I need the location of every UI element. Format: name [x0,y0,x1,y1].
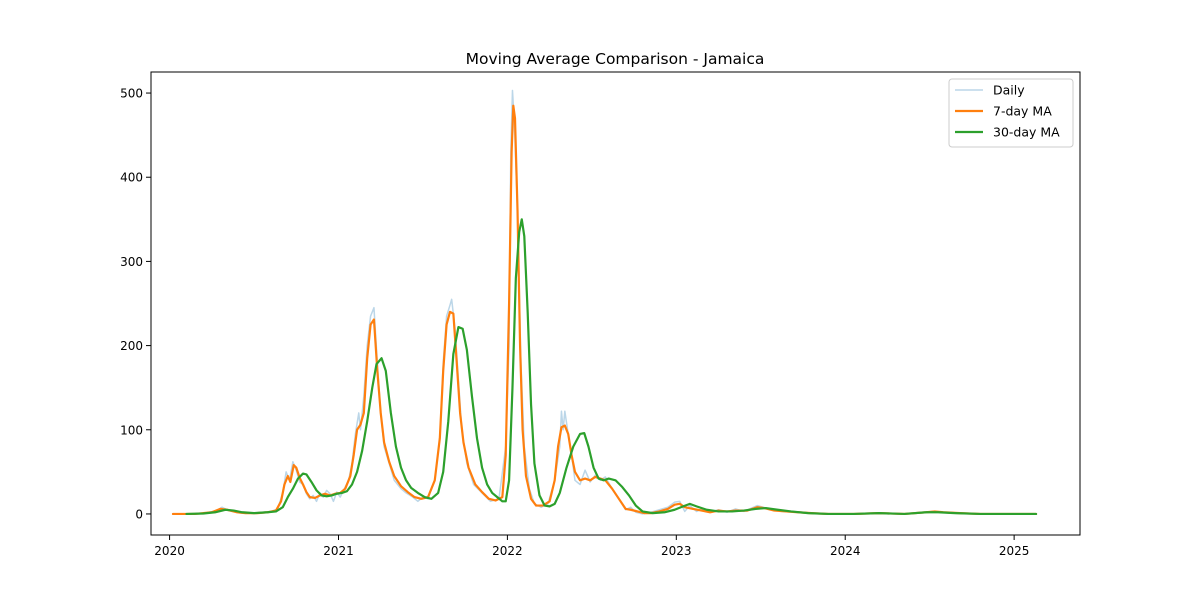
x-tick-label: 2025 [999,544,1030,558]
y-tick-label: 300 [120,255,143,269]
legend-label-7-day-ma: 7-day MA [993,104,1052,119]
y-tick-label: 0 [135,507,143,521]
series-line-30-day-ma [185,218,1038,516]
y-tick-label: 400 [120,171,143,185]
axes: 2020 2021 2022 2023 2024 2025 0 100 200 300 400 500 [120,71,1081,558]
x-tick-label: 2022 [492,544,523,558]
y-tick-label: 500 [120,87,143,101]
y-tick-label: 100 [120,423,143,437]
legend-label-30-day-ma: 30-day MA [993,125,1060,140]
x-tick-label: 2020 [154,544,185,558]
x-tick-label: 2023 [661,544,692,558]
legend-label-daily: Daily [993,83,1025,98]
plot-area [171,89,1038,516]
x-tick-label: 2024 [830,544,861,558]
legend: Daily 7-day MA 30-day MA [948,78,1074,148]
y-tick-label: 200 [120,339,143,353]
axes-frame [150,71,1081,536]
x-tick-label: 2021 [323,544,354,558]
legend-box [948,78,1074,148]
chart-title: Moving Average Comparison - Jamaica [466,50,765,68]
